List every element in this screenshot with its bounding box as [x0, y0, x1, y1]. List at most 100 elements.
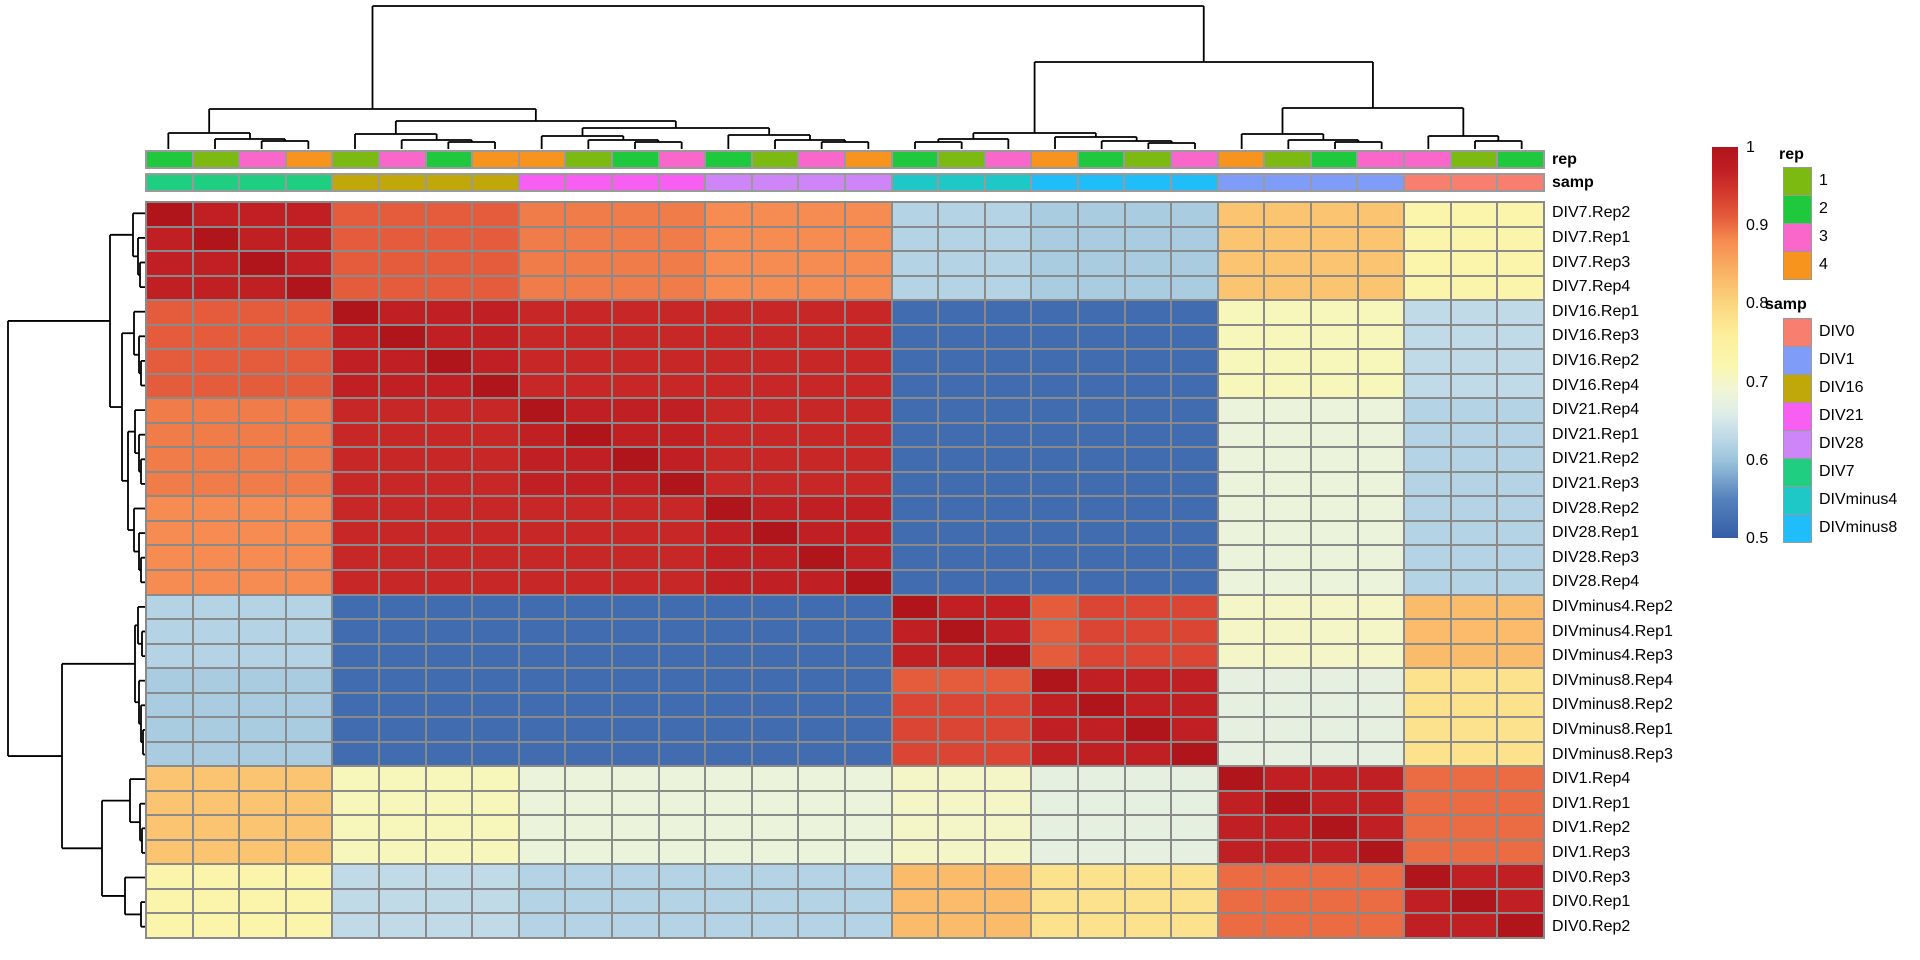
heatmap-cell: [1217, 300, 1265, 325]
heatmap-cell: [472, 815, 519, 840]
heatmap-cell: [1264, 202, 1311, 227]
heatmap-cell: [472, 251, 519, 276]
heatmap-cell: [1124, 422, 1172, 448]
heatmap-cell: [1310, 594, 1358, 620]
heatmap-cell: [378, 741, 426, 767]
heatmap-cell: [705, 913, 752, 938]
heatmap-cell: [611, 226, 659, 252]
heatmap-cell: [146, 373, 193, 399]
heatmap-cell: [518, 373, 566, 399]
heatmap-cell: [518, 569, 566, 595]
heatmap-cell: [751, 619, 799, 644]
row-label: DIV16.Rep1: [1552, 302, 1640, 320]
heatmap-cell: [1124, 594, 1172, 620]
rep-annotation-cell: [378, 151, 426, 168]
heatmap-cell: [1217, 324, 1265, 350]
heatmap-cell: [239, 864, 286, 889]
heatmap-cell: [1077, 790, 1125, 816]
heatmap-cell: [1171, 864, 1218, 889]
heatmap-cell: [751, 545, 799, 570]
heatmap-cell: [844, 275, 892, 301]
heatmap-cell: [1031, 373, 1078, 399]
heatmap-cell: [844, 717, 892, 742]
heatmap-cell: [378, 398, 426, 423]
heatmap-cell: [1217, 251, 1265, 276]
rep-legend-swatch: [1783, 195, 1812, 224]
heatmap-cell: [425, 864, 473, 889]
heatmap-cell: [1497, 913, 1544, 938]
heatmap-cell: [192, 594, 240, 620]
rep-legend-label: 1: [1819, 172, 1828, 189]
heatmap-cell: [1264, 471, 1311, 497]
heatmap-cell: [1357, 471, 1405, 497]
heatmap-cell: [1077, 251, 1125, 276]
heatmap-cell: [472, 471, 519, 497]
heatmap-cell: [751, 569, 799, 595]
heatmap-cell: [1124, 766, 1172, 791]
heatmap-cell: [705, 275, 752, 301]
heatmap-cell: [1450, 324, 1498, 350]
heatmap-cell: [1031, 839, 1078, 865]
heatmap-cell: [1077, 619, 1125, 644]
heatmap-cell: [844, 668, 892, 693]
heatmap-cell: [518, 398, 566, 423]
heatmap-cell: [844, 692, 892, 718]
heatmap-cell: [891, 913, 939, 938]
heatmap-cell: [798, 422, 845, 448]
heatmap-cell: [1450, 496, 1498, 521]
heatmap-cell: [565, 692, 612, 718]
heatmap-cell: [146, 864, 193, 889]
heatmap-cell: [518, 815, 566, 840]
heatmap-cell: [146, 349, 193, 374]
heatmap-cell: [844, 864, 892, 889]
row-label: DIV21.Rep1: [1552, 425, 1640, 443]
heatmap-cell: [1077, 643, 1125, 669]
heatmap-cell: [891, 447, 939, 472]
samp-legend-title: samp: [1765, 296, 1807, 313]
samp-legend-swatch: [1783, 514, 1812, 543]
heatmap-cell: [798, 864, 845, 889]
heatmap-cell: [239, 275, 286, 301]
heatmap-cell: [425, 471, 473, 497]
heatmap-cell: [1497, 741, 1544, 767]
heatmap-cell: [891, 717, 939, 742]
heatmap-cell: [285, 226, 333, 252]
heatmap-cell: [1217, 888, 1265, 914]
heatmap-cell: [285, 643, 333, 669]
heatmap-cell: [332, 202, 379, 227]
heatmap-cell: [332, 717, 379, 742]
heatmap-cell: [798, 913, 845, 938]
heatmap-cell: [984, 594, 1032, 620]
heatmap-cell: [518, 766, 566, 791]
heatmap-cell: [1217, 692, 1265, 718]
heatmap-cell: [984, 545, 1032, 570]
heatmap-cell: [192, 251, 240, 276]
heatmap-cell: [239, 447, 286, 472]
heatmap-cell: [1264, 668, 1311, 693]
heatmap-cell: [1357, 202, 1405, 227]
heatmap-cell: [938, 569, 985, 595]
rep-annotation-cell: [239, 151, 286, 168]
samp-annotation-cell: [1077, 174, 1125, 191]
heatmap-cell: [378, 520, 426, 546]
heatmap-cell: [984, 619, 1032, 644]
heatmap-cell: [1497, 668, 1544, 693]
heatmap-cell: [658, 913, 706, 938]
heatmap-cell: [565, 349, 612, 374]
heatmap-cell: [1171, 300, 1218, 325]
heatmap-cell: [1497, 594, 1544, 620]
heatmap-cell: [1031, 619, 1078, 644]
heatmap-cell: [1031, 324, 1078, 350]
row-label: DIV7.Rep4: [1552, 278, 1631, 296]
heatmap-cell: [565, 202, 612, 227]
rep-annotation-cell: [1077, 151, 1125, 168]
samp-annotation-cell: [1217, 174, 1265, 191]
heatmap-cell: [1404, 815, 1451, 840]
heatmap-cell: [1450, 447, 1498, 472]
heatmap-cell: [1357, 741, 1405, 767]
heatmap-cell: [1264, 913, 1311, 938]
heatmap-cell: [1497, 815, 1544, 840]
heatmap-cell: [1217, 717, 1265, 742]
heatmap-cell: [285, 251, 333, 276]
heatmap-cell: [1404, 839, 1451, 865]
